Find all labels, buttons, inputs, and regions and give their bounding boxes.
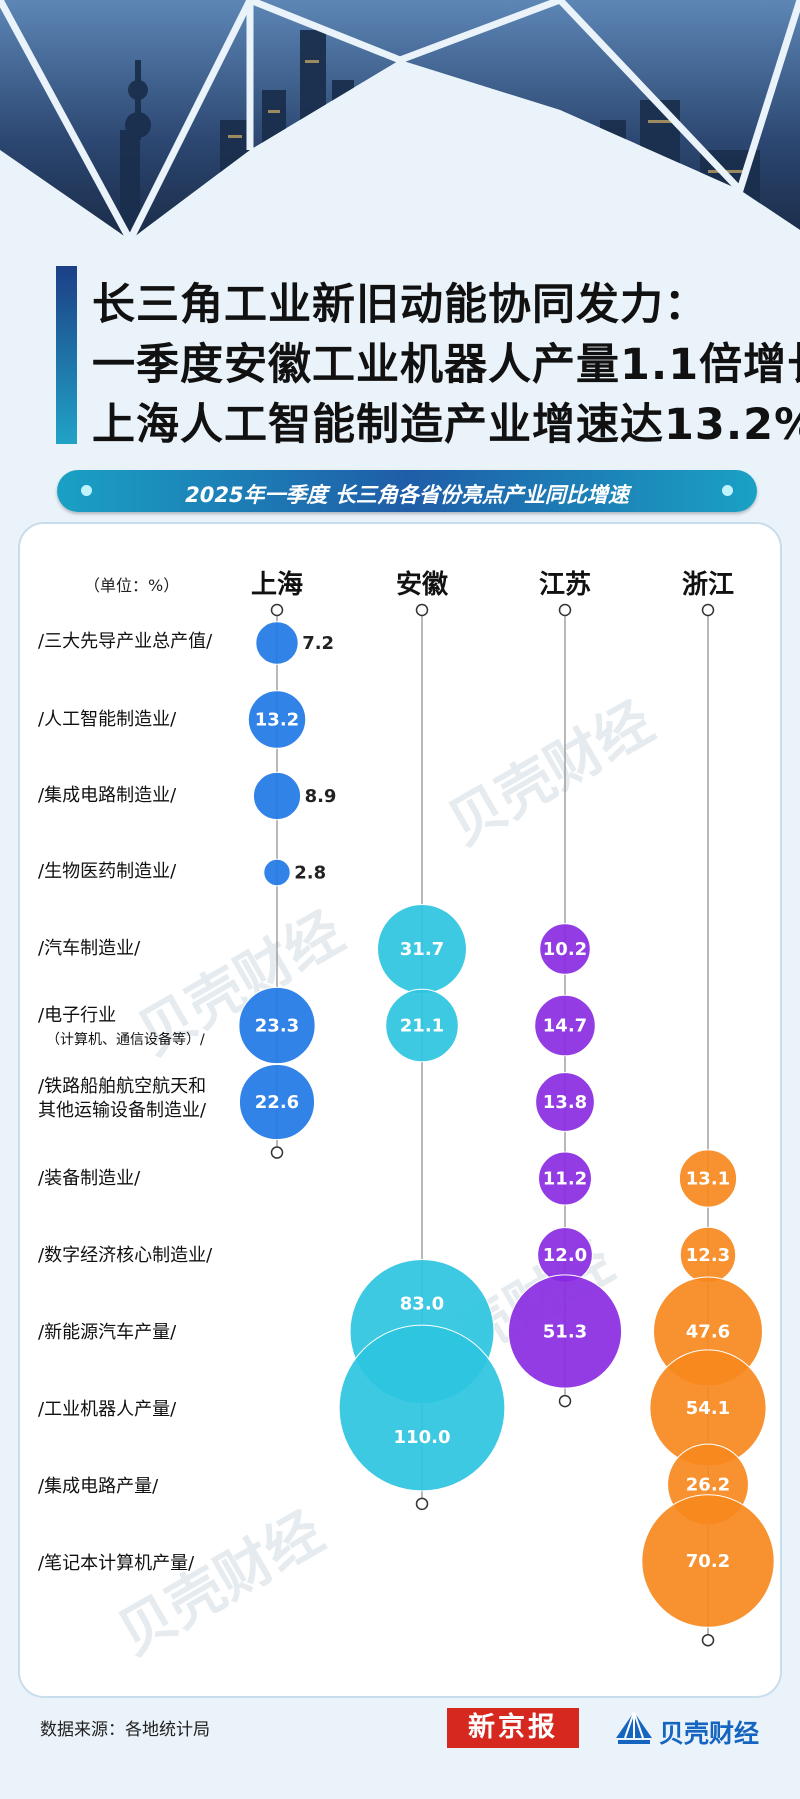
bubble-value-label: 83.0: [400, 1294, 444, 1315]
bubble-value-label: 54.1: [686, 1398, 730, 1419]
bubble-mark: [338, 1324, 506, 1492]
beike-shell-icon: [616, 1711, 652, 1744]
axis-end-marker: [415, 1497, 429, 1511]
bubble-value-label: 23.3: [255, 1016, 299, 1037]
unit-label: （单位：%）: [84, 576, 180, 595]
bubble-value-label: 10.2: [543, 939, 587, 960]
axis-end-marker: [270, 1146, 284, 1159]
bubble-value-label: 12.0: [543, 1245, 587, 1266]
column-header-jiangsu: 江苏: [538, 570, 591, 600]
row-label-transport: /铁路船舶航空航天和 其他运输设备制造业/: [38, 1075, 206, 1123]
chart-subtitle: 2025年一季度 长三角各省份亮点产业同比增速: [185, 483, 629, 507]
bubble-value-label: 51.3: [543, 1322, 587, 1343]
bubble-mark: [678, 1149, 738, 1208]
bubble-value-label: 110.0: [394, 1427, 451, 1448]
axis-end-marker: [270, 603, 284, 617]
row-label-sub: （计算机、通信设备等）/: [46, 1032, 205, 1048]
bubble-mark: [534, 994, 596, 1057]
beike-caijing-logo-text: 贝壳财经: [659, 1719, 760, 1748]
row-label-main: /电子行业: [38, 1005, 117, 1026]
bubble-mark: [238, 1063, 316, 1141]
column-header-anhui: 安徽: [395, 570, 448, 600]
bubble-value-label: 13.8: [543, 1092, 587, 1113]
column-header-shanghai: 上海: [250, 570, 303, 600]
title-line-3: 上海人工智能制造产业增速达13.2%: [92, 400, 800, 450]
bubble-value-label: 70.2: [686, 1551, 730, 1572]
axis-end-marker: [701, 1633, 715, 1647]
row-label: /人工智能制造业/: [38, 709, 177, 730]
bubble-value-label: 8.9: [305, 786, 337, 807]
row-label: /集成电路产量/: [38, 1476, 159, 1497]
bubble-value-label: 14.7: [543, 1016, 587, 1037]
bubble-value-label: 13.1: [686, 1169, 730, 1190]
bubble-value-label: 7.2: [302, 633, 334, 654]
bubble-value-label: 11.2: [543, 1169, 587, 1190]
row-label: /集成电路制造业/: [38, 785, 177, 806]
bubble-mark: [535, 1072, 595, 1132]
row-label: /汽车制造业/: [38, 938, 141, 959]
row-label: /三大先导产业总产值/: [38, 631, 213, 652]
bubble-mark: [385, 988, 459, 1063]
row-label: /生物医药制造业/: [38, 861, 177, 882]
bubble-mark: [538, 1151, 592, 1206]
bubble-mark: [252, 771, 302, 821]
column-header-zhejiang: 浙江: [681, 570, 734, 600]
bubble-value-label: 22.6: [255, 1092, 299, 1113]
axis-end-marker: [558, 603, 572, 617]
axis-end-marker: [701, 603, 715, 617]
bubble-mark: [247, 690, 307, 749]
bubble-mark: [238, 986, 316, 1065]
bubble-mark: [641, 1494, 775, 1628]
bubble-mark: [255, 621, 299, 665]
row-label: /数字经济核心制造业/: [38, 1245, 213, 1266]
row-label: /装备制造业/: [38, 1168, 141, 1189]
title-line-2: 一季度安徽工业机器人产量1.1倍增长: [92, 340, 800, 390]
title-accent-bar: [56, 266, 77, 444]
pill-dot-right: [722, 485, 733, 496]
row-label-line2: 其他运输设备制造业/: [38, 1100, 207, 1121]
bubble-value-label: 12.3: [686, 1245, 730, 1266]
bubble-mark: [263, 858, 291, 887]
row-label-electronics: /电子行业 （计算机、通信设备等）/: [38, 1004, 205, 1052]
row-label: /工业机器人产量/: [38, 1399, 177, 1420]
bubble-value-label: 21.1: [400, 1016, 444, 1037]
chart-panel: [18, 522, 782, 1698]
bubble-value-label: 13.2: [255, 710, 299, 731]
pill-dot-left: [81, 485, 92, 496]
bubble-value-label: 2.8: [294, 863, 326, 884]
chart-subtitle-pill: 2025年一季度 长三角各省份亮点产业同比增速: [57, 470, 757, 512]
xinjingbao-logo: 新京报: [447, 1708, 579, 1748]
bubble-mark: [539, 923, 591, 975]
watermark-text: 贝壳财经: [108, 1500, 334, 1668]
data-source: 数据来源：各地统计局: [40, 1720, 210, 1740]
bubble-value-label: 26.2: [686, 1475, 730, 1496]
bubble-value-label: 31.7: [400, 939, 444, 960]
bubble-mark: [507, 1274, 623, 1389]
hero-skyline-image: [0, 0, 800, 260]
axis-end-marker: [558, 1394, 572, 1408]
row-label-line1: /铁路船舶航空航天和: [38, 1076, 207, 1097]
title-line-1: 长三角工业新旧动能协同发力：: [92, 280, 708, 330]
row-label: /新能源汽车产量/: [38, 1322, 177, 1343]
bubble-value-label: 47.6: [686, 1322, 730, 1343]
row-label: /笔记本计算机产量/: [38, 1553, 195, 1574]
axis-end-marker: [415, 603, 429, 617]
watermark-text: 贝壳财经: [438, 690, 664, 858]
